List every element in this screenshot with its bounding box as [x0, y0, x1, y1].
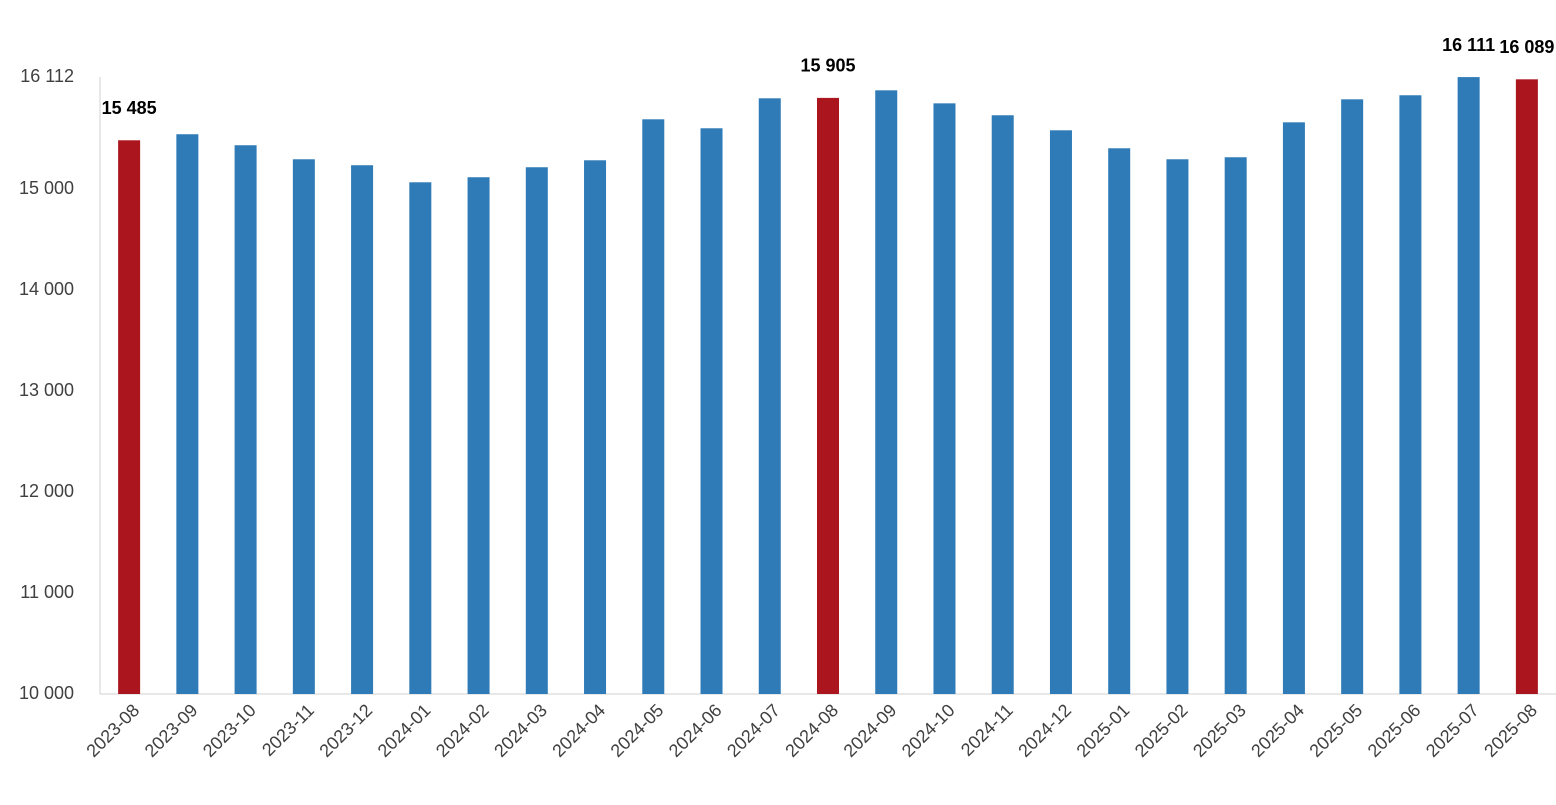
x-tick-label: 2025-03	[1189, 700, 1250, 761]
x-tick-label: 2023-08	[82, 700, 143, 761]
bar	[1399, 95, 1422, 695]
bar	[118, 140, 141, 695]
bar	[1166, 159, 1189, 695]
y-tick-label: 15 000	[19, 178, 74, 198]
x-tick-label: 2023-12	[315, 700, 376, 761]
value-label: 16 111	[1442, 35, 1495, 55]
x-tick-label: 2025-07	[1422, 700, 1483, 761]
y-tick-label: 16 112	[20, 66, 74, 86]
bar	[1282, 122, 1305, 695]
x-tick-label: 2024-01	[374, 700, 435, 761]
x-tick-label: 2024-12	[1014, 700, 1075, 761]
x-tick-label: 2024-04	[548, 700, 609, 761]
y-tick-label: 13 000	[19, 380, 74, 400]
x-tick-label: 2025-06	[1364, 700, 1425, 761]
x-tick-label: 2024-11	[957, 700, 1017, 760]
bar	[875, 90, 898, 695]
bar	[1457, 77, 1480, 694]
bar	[234, 145, 257, 695]
bar	[1108, 148, 1131, 694]
x-tick-label: 2024-08	[781, 700, 842, 761]
x-tick-label: 2024-06	[665, 700, 726, 761]
x-tick-label: 2024-03	[490, 700, 551, 761]
bar	[1515, 79, 1538, 694]
bar	[467, 177, 490, 694]
x-tick-label: 2023-11	[258, 700, 318, 760]
x-tick-label: 2025-08	[1480, 700, 1541, 761]
bar	[351, 165, 374, 695]
y-tick-label: 11 000	[20, 582, 74, 602]
bar	[1049, 130, 1072, 695]
bar	[292, 159, 315, 695]
x-tick-label: 2023-10	[199, 700, 260, 761]
bar	[584, 160, 607, 694]
bar	[758, 98, 781, 694]
bar	[525, 167, 548, 695]
x-tick-label: 2024-09	[840, 700, 901, 761]
value-label: 15 905	[800, 56, 855, 76]
x-tick-label: 2024-10	[898, 700, 959, 761]
bar	[176, 134, 199, 695]
bar	[1224, 157, 1247, 695]
x-tick-label: 2024-05	[607, 700, 668, 761]
value-label: 16 089	[1499, 37, 1554, 57]
x-tick-label: 2025-05	[1305, 700, 1366, 761]
x-tick-label: 2025-02	[1131, 700, 1192, 761]
x-tick-label: 2025-04	[1247, 700, 1308, 761]
bar	[1341, 99, 1364, 695]
bar	[817, 97, 839, 695]
bar	[409, 182, 432, 694]
bar	[933, 103, 956, 695]
x-tick-label: 2024-02	[432, 700, 493, 761]
y-tick-label: 14 000	[19, 279, 74, 299]
x-tick-label: 2025-01	[1073, 700, 1134, 761]
bar	[991, 115, 1014, 695]
x-tick-label: 2023-09	[141, 700, 202, 761]
x-tick-label: 2024-07	[723, 700, 784, 761]
y-tick-label: 12 000	[19, 481, 74, 501]
y-tick-label: 10 000	[19, 683, 74, 703]
bar	[700, 128, 723, 694]
value-label: 15 485	[102, 98, 157, 118]
bar	[642, 119, 665, 694]
